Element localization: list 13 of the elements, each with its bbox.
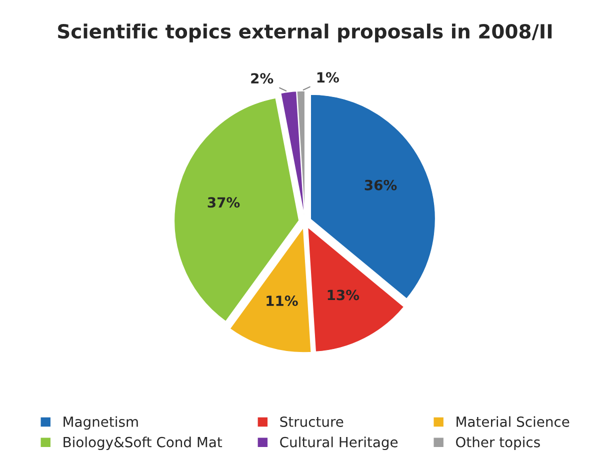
chart-title: Scientific topics external proposals in 2008/II — [58, 24, 552, 42]
data-label: 1% — [317, 72, 339, 83]
legend-label: Magnetism — [64, 416, 138, 430]
legend-label: Material Science — [456, 416, 570, 427]
data-label: 36% — [364, 180, 397, 190]
legend-label: Cultural Heritage — [280, 436, 398, 450]
data-label: 2% — [251, 73, 274, 84]
legend-label: Structure — [280, 416, 344, 427]
data-label: 13% — [328, 290, 360, 300]
legend-label: Biology&Soft Cond Mat — [64, 436, 222, 450]
legend-label: Other topics — [456, 436, 540, 450]
data-label: 37% — [208, 197, 240, 208]
data-label: 11% — [266, 296, 298, 306]
